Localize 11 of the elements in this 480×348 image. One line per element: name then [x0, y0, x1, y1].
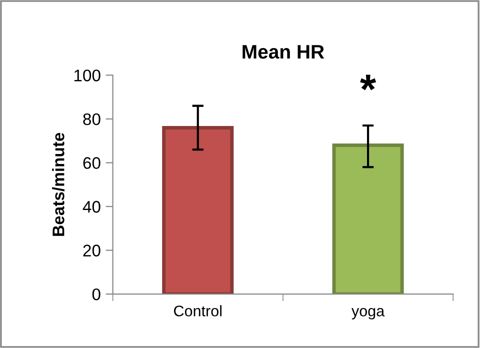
- x-tick-label: Control: [174, 305, 222, 316]
- y-tick-label: 20: [83, 244, 100, 256]
- y-axis-title: Beats/minute: [52, 132, 65, 236]
- y-tick-label: 0: [92, 288, 100, 300]
- y-tick-label: 80: [83, 113, 100, 126]
- y-tick-label: 60: [83, 157, 100, 169]
- y-tick-label: 100: [74, 70, 100, 82]
- annotation: *: [360, 74, 376, 90]
- x-tick-label: yoga: [352, 308, 385, 320]
- chart-title: Mean HR: [242, 45, 324, 59]
- y-tick-label: 40: [82, 200, 100, 213]
